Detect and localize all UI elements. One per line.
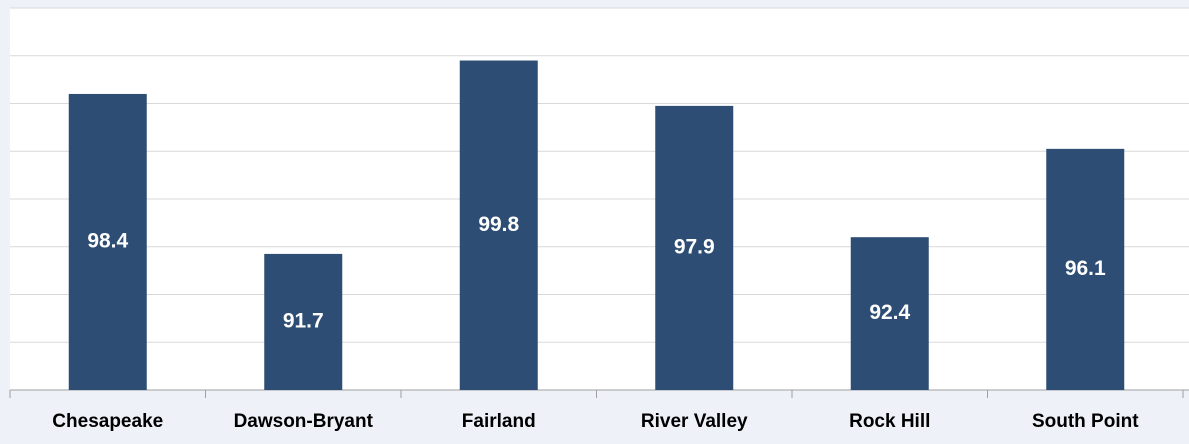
bar xyxy=(850,237,929,390)
bar xyxy=(68,93,147,390)
x-tick-label: South Point xyxy=(1032,411,1139,432)
x-tick-label: Chesapeake xyxy=(52,411,163,432)
value-label: 96.1 xyxy=(1065,257,1106,280)
bar xyxy=(1046,148,1125,390)
bar xyxy=(264,253,343,390)
value-label: 99.8 xyxy=(478,213,519,236)
x-tick-label: Fairland xyxy=(462,411,536,432)
bar xyxy=(655,105,734,390)
x-tick-label: Rock Hill xyxy=(849,411,930,432)
value-label: 91.7 xyxy=(283,310,324,333)
value-label: 97.9 xyxy=(674,235,715,258)
x-tick-label: River Valley xyxy=(641,411,748,432)
value-label: 98.4 xyxy=(87,230,128,253)
bar xyxy=(459,60,538,391)
value-label: 92.4 xyxy=(869,301,910,324)
x-tick-label: Dawson-Bryant xyxy=(234,411,374,432)
